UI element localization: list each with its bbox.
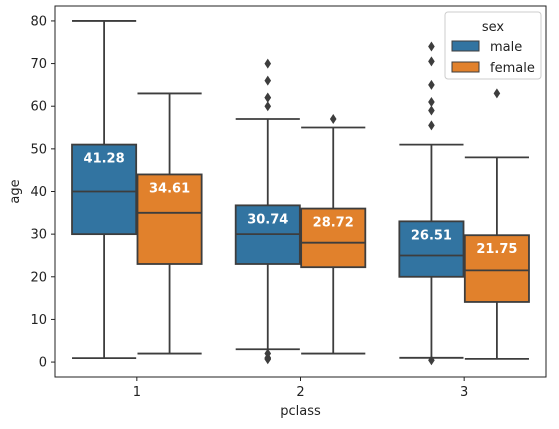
iqr-box [71, 143, 138, 236]
legend-label-female: female [490, 61, 535, 76]
outlier-point [428, 79, 435, 90]
outlier-point [264, 75, 272, 86]
outlier-point [428, 96, 435, 107]
y-tick-label: 30 [30, 228, 47, 243]
outlier-point [428, 355, 435, 366]
mean-label: 28.72 [313, 216, 354, 231]
box-female-1: 34.61 [136, 92, 203, 355]
x-axis: 1 2 3 [133, 377, 468, 400]
box-male-2: 30.74 [234, 58, 301, 365]
y-tick-label: 40 [30, 185, 47, 200]
y-tick-label: 80 [30, 14, 47, 29]
x-tick-label: 1 [133, 385, 141, 400]
outlier-point [329, 114, 337, 125]
iqr-box [463, 234, 530, 303]
outlier-point [264, 92, 272, 103]
iqr-box [300, 207, 367, 269]
y-tick-label: 20 [30, 270, 47, 285]
legend-swatch-male [451, 40, 480, 52]
mean-label: 21.75 [476, 242, 517, 257]
outlier-point [428, 56, 435, 67]
outlier-point [264, 101, 272, 112]
y-axis-label: age [8, 179, 23, 203]
mean-label: 26.51 [411, 228, 452, 243]
plot-area: 41.28 30.74 26.51 34.61 28.72 21.75 [71, 20, 530, 366]
box-female-2: 28.72 [300, 114, 367, 355]
iqr-box [398, 220, 465, 278]
legend-swatch-female [451, 61, 480, 73]
outlier-point [264, 348, 272, 359]
mean-label: 30.74 [247, 212, 288, 227]
box-female-3: 21.75 [463, 88, 530, 360]
legend: sex male female [444, 11, 542, 80]
y-tick-label: 60 [30, 100, 47, 115]
y-tick-label: 10 [30, 313, 47, 328]
x-axis-label: pclass [280, 404, 321, 419]
box-male-1: 41.28 [71, 20, 138, 360]
mean-label: 41.28 [84, 152, 125, 167]
x-tick-label: 3 [460, 385, 468, 400]
legend-title: sex [482, 20, 505, 35]
mean-label: 34.61 [149, 181, 190, 196]
x-tick-label: 2 [296, 385, 304, 400]
outlier-point [264, 58, 272, 69]
outlier-point [428, 120, 435, 131]
box-male-3: 26.51 [398, 41, 465, 366]
y-tick-label: 50 [30, 142, 47, 157]
iqr-box [136, 173, 203, 265]
y-axis: 0 10 20 30 40 50 60 70 80 [30, 14, 55, 371]
outlier-point [428, 105, 435, 116]
legend-label-male: male [490, 40, 522, 55]
y-tick-label: 0 [39, 356, 47, 371]
y-tick-label: 70 [30, 57, 47, 72]
outlier-point [428, 41, 435, 52]
outlier-point [493, 88, 501, 99]
